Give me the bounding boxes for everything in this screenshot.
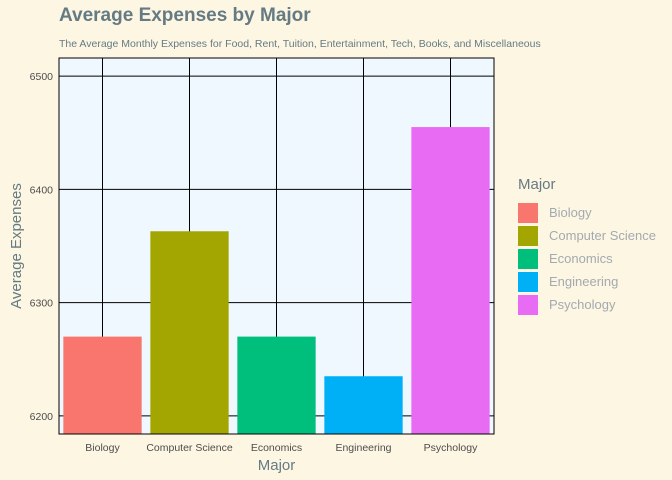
plot-border bbox=[58, 57, 495, 435]
x-tick-label: Engineering bbox=[335, 442, 391, 454]
bar-computer-science bbox=[150, 231, 229, 434]
legend-swatch bbox=[518, 225, 538, 246]
x-tick-label: Biology bbox=[85, 442, 120, 454]
x-tick-label: Economics bbox=[251, 442, 302, 454]
legend-item: Psychology bbox=[518, 293, 656, 316]
legend-item: Engineering bbox=[518, 270, 656, 293]
chart-title: Average Expenses by Major bbox=[59, 5, 311, 26]
legend-swatch bbox=[518, 271, 538, 292]
y-axis-label: Average Expenses bbox=[8, 183, 25, 309]
legend: Major Biology Computer Science Economics En… bbox=[518, 176, 656, 316]
x-axis-label: Major bbox=[258, 457, 296, 474]
y-tick-label: 6300 bbox=[30, 298, 54, 310]
bar-biology bbox=[63, 336, 142, 434]
legend-swatch bbox=[518, 294, 538, 315]
legend-item: Economics bbox=[518, 247, 656, 270]
legend-item: Biology bbox=[518, 201, 656, 224]
y-tick-label: 6400 bbox=[30, 184, 54, 196]
y-tick-label: 6500 bbox=[30, 71, 54, 83]
legend-label: Psychology bbox=[549, 297, 616, 312]
legend-swatch bbox=[518, 248, 538, 269]
bar-engineering bbox=[324, 376, 403, 434]
x-tick-label: Computer Science bbox=[146, 442, 233, 454]
bar-economics bbox=[237, 336, 316, 434]
legend-swatch bbox=[518, 202, 538, 223]
bar-psychology bbox=[411, 127, 490, 434]
chart-subtitle: The Average Monthly Expenses for Food, R… bbox=[59, 38, 541, 50]
y-tick-label: 6200 bbox=[30, 411, 54, 423]
legend-item: Computer Science bbox=[518, 224, 656, 247]
legend-label: Economics bbox=[549, 251, 613, 266]
legend-label: Engineering bbox=[549, 274, 619, 289]
x-tick-label: Psychology bbox=[424, 442, 478, 454]
legend-label: Biology bbox=[549, 205, 592, 220]
legend-title: Major bbox=[518, 176, 556, 193]
legend-label: Computer Science bbox=[549, 228, 656, 243]
